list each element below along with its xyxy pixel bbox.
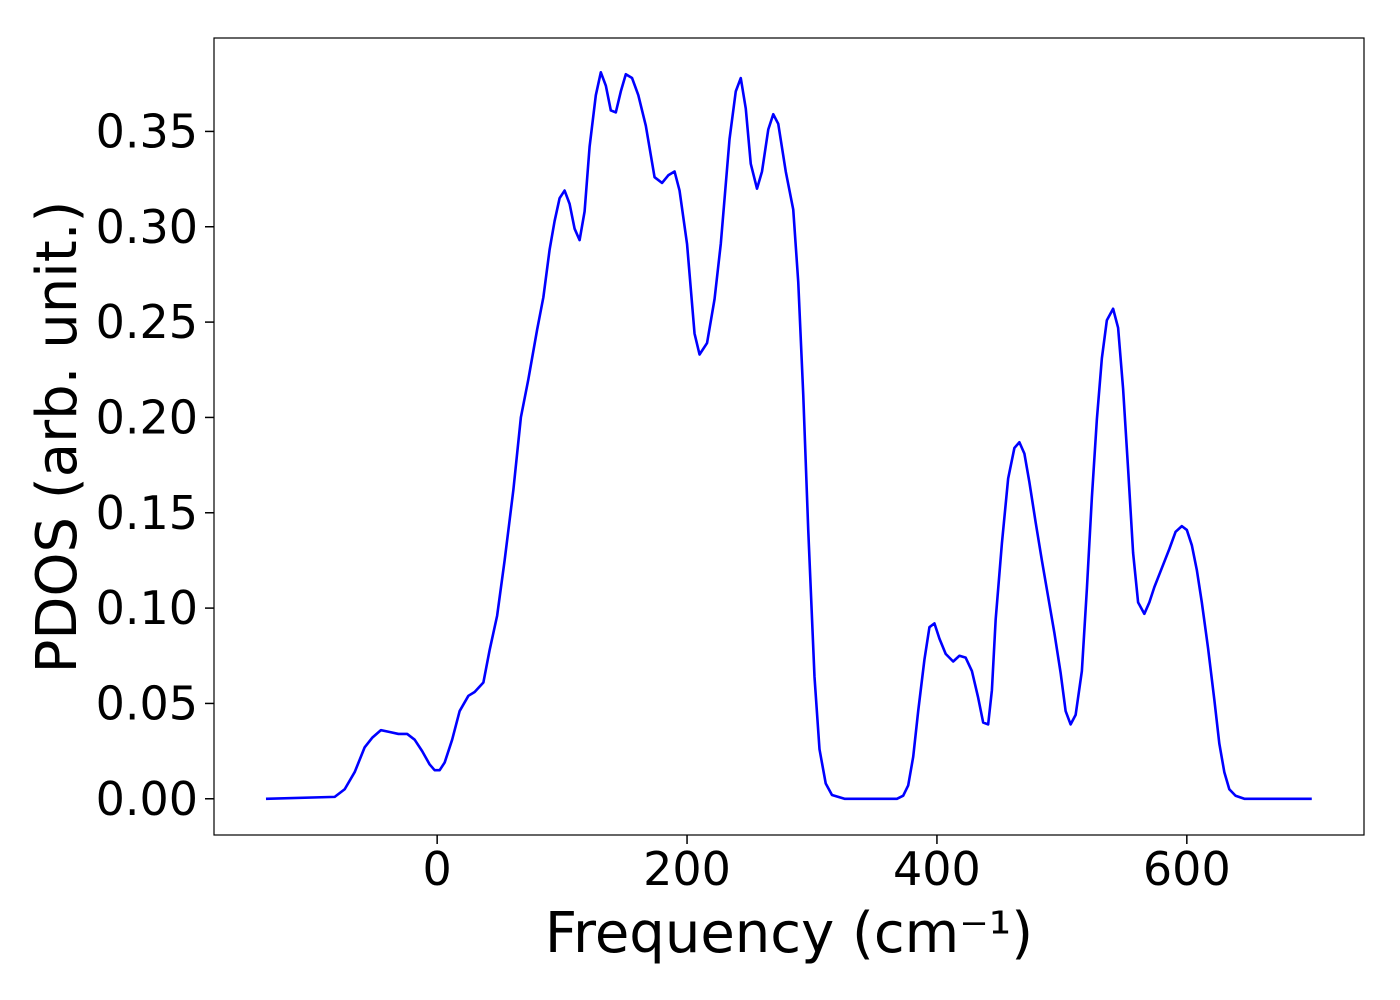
y-tick-label: 0.30 [96,200,198,254]
x-tick-label: 200 [643,842,731,896]
plot-frame [213,37,1365,836]
y-tick-label: 0.05 [96,676,198,730]
y-tick-label: 0.20 [96,390,198,444]
y-tick-label: 0.10 [96,581,198,635]
y-tick-label: 0.35 [96,104,198,158]
y-tick-label: 0.25 [96,295,198,349]
y-tick-label: 0.00 [96,772,198,826]
x-tick-label: 600 [1143,842,1231,896]
line-series [265,71,1312,801]
y-axis-label: PDOS (arb. unit.) [25,201,90,674]
y-tick-label: 0.15 [96,486,198,540]
x-tick-label: 400 [893,842,981,896]
x-tick-label: 0 [423,842,452,896]
x-axis-label: Frequency (cm⁻¹) [545,901,1033,966]
